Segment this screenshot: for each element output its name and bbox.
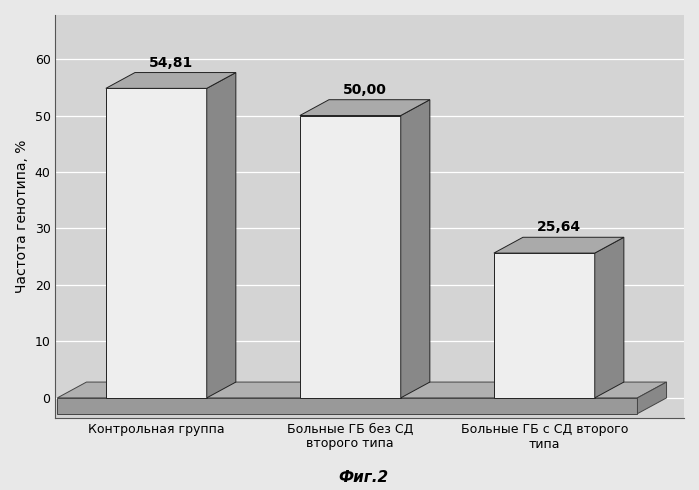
Text: 54,81: 54,81 [149, 56, 193, 70]
Polygon shape [106, 88, 207, 398]
Polygon shape [401, 99, 430, 398]
Polygon shape [494, 253, 595, 398]
Polygon shape [494, 237, 624, 253]
Polygon shape [595, 237, 624, 398]
Polygon shape [207, 73, 236, 398]
Polygon shape [300, 116, 401, 398]
Text: 25,64: 25,64 [537, 220, 581, 234]
Polygon shape [57, 398, 637, 414]
Polygon shape [106, 73, 236, 88]
Polygon shape [637, 382, 667, 414]
Text: 50,00: 50,00 [343, 83, 387, 97]
Polygon shape [57, 382, 667, 398]
Text: Фиг.2: Фиг.2 [338, 470, 389, 485]
Polygon shape [300, 99, 430, 116]
Y-axis label: Частота генотипа, %: Частота генотипа, % [15, 140, 29, 293]
